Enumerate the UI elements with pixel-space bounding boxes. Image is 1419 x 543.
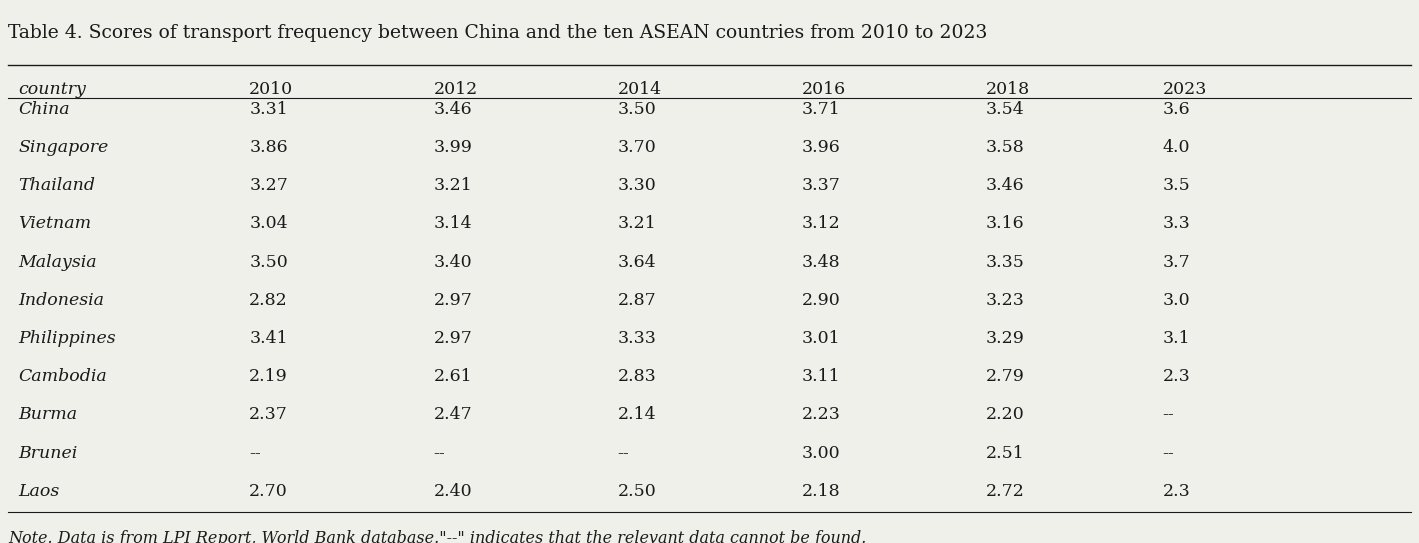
Text: 2.18: 2.18 [802,483,840,500]
Text: 3.37: 3.37 [802,177,840,194]
Text: 3.64: 3.64 [617,254,656,270]
Text: 3.16: 3.16 [986,216,1025,232]
Text: Singapore: Singapore [18,139,109,156]
Text: 2.82: 2.82 [250,292,288,309]
Text: 2010: 2010 [250,81,294,98]
Text: 2.37: 2.37 [250,406,288,424]
Text: 3.71: 3.71 [802,101,840,118]
Text: 2.70: 2.70 [250,483,288,500]
Text: Cambodia: Cambodia [18,368,106,385]
Text: 3.1: 3.1 [1162,330,1191,347]
Text: 2.83: 2.83 [617,368,656,385]
Text: 3.40: 3.40 [433,254,473,270]
Text: 3.96: 3.96 [802,139,840,156]
Text: --: -- [1162,406,1175,424]
Text: 2.61: 2.61 [433,368,473,385]
Text: 3.7: 3.7 [1162,254,1191,270]
Text: 3.54: 3.54 [986,101,1025,118]
Text: 3.30: 3.30 [617,177,656,194]
Text: 2.79: 2.79 [986,368,1025,385]
Text: 3.14: 3.14 [433,216,473,232]
Text: 2023: 2023 [1162,81,1208,98]
Text: 2.40: 2.40 [433,483,473,500]
Text: 3.5: 3.5 [1162,177,1191,194]
Text: 3.29: 3.29 [986,330,1025,347]
Text: Indonesia: Indonesia [18,292,105,309]
Text: 3.00: 3.00 [802,445,840,462]
Text: China: China [18,101,70,118]
Text: Thailand: Thailand [18,177,95,194]
Text: 2.87: 2.87 [617,292,656,309]
Text: 3.6: 3.6 [1162,101,1191,118]
Text: 3.33: 3.33 [617,330,657,347]
Text: 2.50: 2.50 [617,483,656,500]
Text: 3.23: 3.23 [986,292,1025,309]
Text: Vietnam: Vietnam [18,216,91,232]
Text: 3.21: 3.21 [433,177,473,194]
Text: 3.99: 3.99 [433,139,473,156]
Text: Burma: Burma [18,406,78,424]
Text: Note. Data is from LPI Report, World Bank database."--" indicates that the relev: Note. Data is from LPI Report, World Ban… [9,529,867,543]
Text: 2.72: 2.72 [986,483,1025,500]
Text: 2.14: 2.14 [617,406,656,424]
Text: 3.35: 3.35 [986,254,1025,270]
Text: 2016: 2016 [802,81,846,98]
Text: Malaysia: Malaysia [18,254,96,270]
Text: 3.41: 3.41 [250,330,288,347]
Text: Table 4. Scores of transport frequency between China and the ten ASEAN countries: Table 4. Scores of transport frequency b… [9,24,988,42]
Text: Laos: Laos [18,483,60,500]
Text: 2.51: 2.51 [986,445,1025,462]
Text: 3.3: 3.3 [1162,216,1191,232]
Text: 3.86: 3.86 [250,139,288,156]
Text: --: -- [433,445,446,462]
Text: 2.47: 2.47 [433,406,473,424]
Text: Philippines: Philippines [18,330,116,347]
Text: 2.19: 2.19 [250,368,288,385]
Text: 3.11: 3.11 [802,368,840,385]
Text: 2012: 2012 [433,81,478,98]
Text: 3.01: 3.01 [802,330,840,347]
Text: 3.46: 3.46 [986,177,1025,194]
Text: --: -- [617,445,629,462]
Text: country: country [18,81,87,98]
Text: 2.97: 2.97 [433,292,473,309]
Text: 4.0: 4.0 [1162,139,1191,156]
Text: 3.27: 3.27 [250,177,288,194]
Text: 3.50: 3.50 [250,254,288,270]
Text: 2.97: 2.97 [433,330,473,347]
Text: 3.46: 3.46 [433,101,473,118]
Text: 2018: 2018 [986,81,1030,98]
Text: --: -- [250,445,261,462]
Text: 3.0: 3.0 [1162,292,1191,309]
Text: 2014: 2014 [617,81,661,98]
Text: 2.20: 2.20 [986,406,1025,424]
Text: 3.50: 3.50 [617,101,656,118]
Text: 2.3: 2.3 [1162,483,1191,500]
Text: 3.70: 3.70 [617,139,656,156]
Text: Brunei: Brunei [18,445,78,462]
Text: 3.04: 3.04 [250,216,288,232]
Text: --: -- [1162,445,1175,462]
Text: 2.90: 2.90 [802,292,840,309]
Text: 2.3: 2.3 [1162,368,1191,385]
Text: 3.12: 3.12 [802,216,840,232]
Text: 3.58: 3.58 [986,139,1025,156]
Text: 2.23: 2.23 [802,406,840,424]
Text: 3.48: 3.48 [802,254,840,270]
Text: 3.21: 3.21 [617,216,656,232]
Text: 3.31: 3.31 [250,101,288,118]
